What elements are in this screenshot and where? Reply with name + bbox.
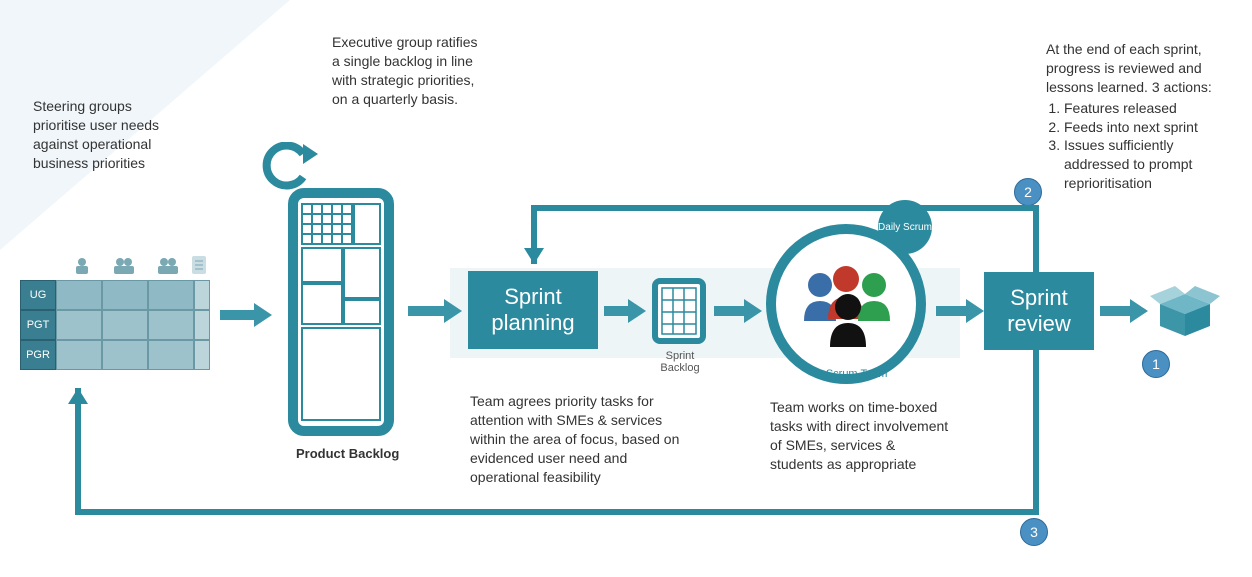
box-sprint-review: Sprint review: [984, 272, 1094, 350]
end-list-1: Features released: [1064, 99, 1236, 118]
text-end-sprint: At the end of each sprint, progress is r…: [1046, 40, 1236, 193]
label-sprint-backlog: Sprint Backlog: [650, 350, 710, 374]
box-sprint-planning: Sprint planning: [468, 271, 598, 349]
steering-header-icons: [20, 252, 210, 280]
text-steering: Steering groups prioritise user needs ag…: [33, 97, 183, 173]
row-label-ug: UG: [20, 280, 56, 310]
steering-row-pgr: PGR: [20, 340, 210, 370]
product-backlog-device: [288, 188, 394, 436]
steering-table: UG PGT PGR: [20, 252, 210, 372]
scrum-process-diagram: Steering groups prioritise user needs ag…: [0, 0, 1252, 577]
refresh-arrow-icon: [258, 142, 318, 192]
label-product-backlog: Product Backlog: [296, 446, 399, 461]
end-list-3: Issues sufficiently addressed to prompt …: [1064, 136, 1236, 193]
row-label-pgr: PGR: [20, 340, 56, 370]
row-label-pgt: PGT: [20, 310, 56, 340]
sprint-backlog-grid-icon: [658, 284, 700, 338]
daily-scrum-bubble: Daily Scrum: [878, 200, 932, 254]
open-box-icon: [1150, 280, 1220, 340]
badge-1: 1: [1142, 350, 1170, 378]
label-scrum-team: 1 Scrum Team: [812, 368, 892, 380]
text-executive: Executive group ratifies a single backlo…: [332, 33, 487, 109]
badge-2: 2: [1014, 178, 1042, 206]
text-end-sprint-lead: At the end of each sprint, progress is r…: [1046, 41, 1212, 95]
steering-row-pgt: PGT: [20, 310, 210, 340]
text-team-works: Team works on time-boxed tasks with dire…: [770, 398, 950, 474]
team-people-icon: [796, 259, 896, 349]
badge-3: 3: [1020, 518, 1048, 546]
text-team-agrees: Team agrees priority tasks for attention…: [470, 392, 700, 486]
product-backlog-grid-icon: [298, 198, 384, 426]
sprint-backlog-device: [652, 278, 706, 344]
end-list-2: Feeds into next sprint: [1064, 118, 1236, 137]
steering-row-ug: UG: [20, 280, 210, 310]
